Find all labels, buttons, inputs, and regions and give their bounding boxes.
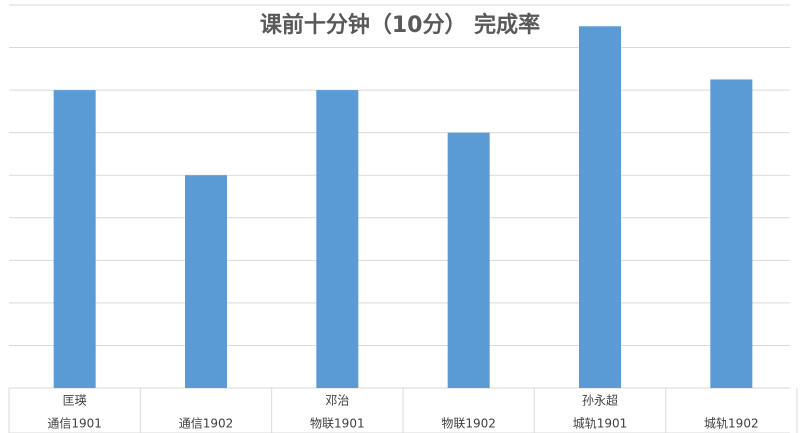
group-label: 匡瑛 [63, 394, 87, 408]
x-tick-label: 物联1901 [310, 417, 365, 431]
x-tick-label: 城轨1901 [573, 417, 628, 431]
bar [316, 90, 359, 388]
x-tick-label: 通信1901 [47, 417, 102, 431]
x-tick-label: 城轨1902 [704, 417, 759, 431]
x-tick-label: 物联1902 [441, 417, 496, 431]
bar [185, 175, 227, 388]
bar [579, 26, 621, 389]
bar [447, 132, 490, 388]
bar [53, 90, 96, 388]
chart-title: 课前十分钟（10分） 完成率 [260, 12, 540, 38]
group-label: 邓治 [325, 394, 349, 408]
x-tick-label: 通信1902 [179, 417, 234, 431]
bar [710, 79, 753, 388]
group-label: 孙永超 [582, 393, 618, 408]
